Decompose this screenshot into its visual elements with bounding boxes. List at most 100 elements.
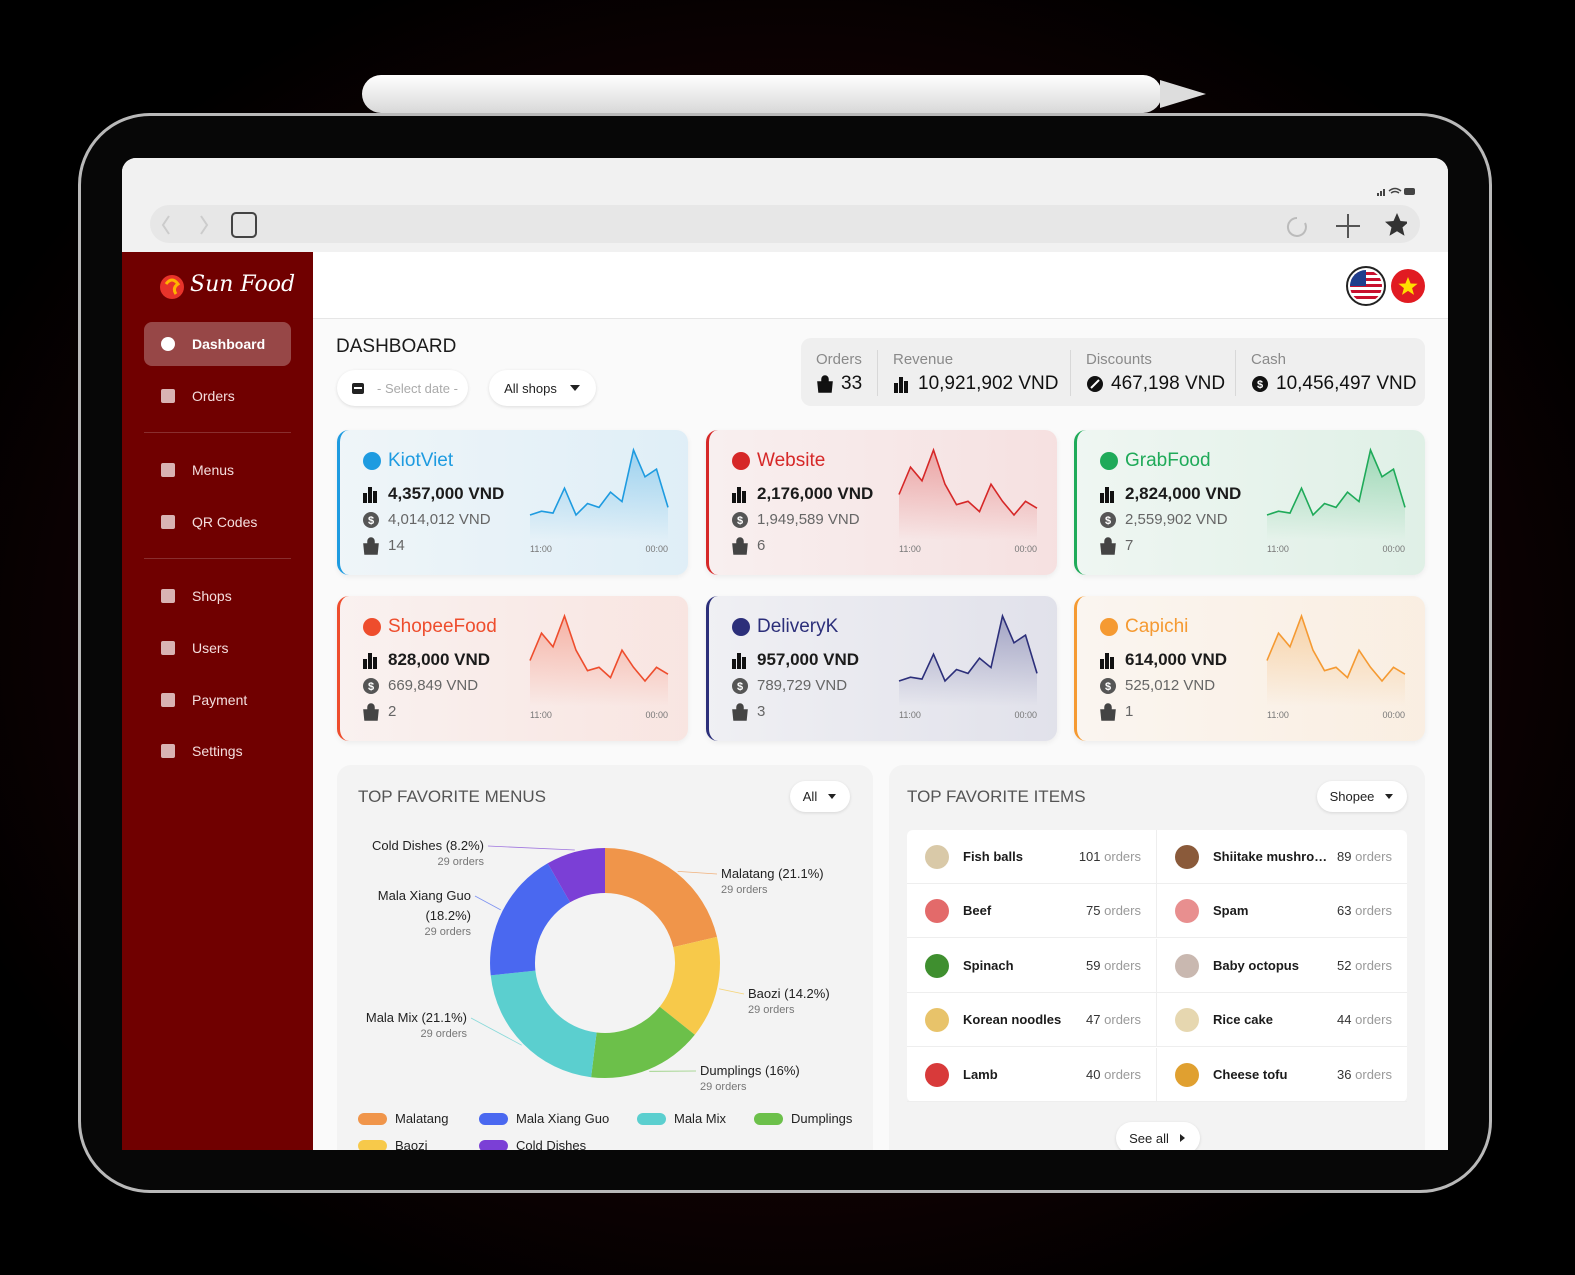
slice-orders: 29 orders (748, 1004, 795, 1016)
legend-swatch (479, 1139, 508, 1150)
channel-net: 525,012 VND (1125, 677, 1216, 694)
sparkline: 11:00 00:00 (898, 447, 1038, 554)
channel-orders: 3 (757, 703, 766, 720)
legend-item: Cold Dishes (479, 1138, 586, 1150)
language-flags[interactable] (1346, 266, 1426, 306)
icon-part (1105, 487, 1109, 503)
icon-part (732, 659, 736, 669)
nav-item[interactable]: Orders (144, 374, 291, 418)
channel-logo (1100, 618, 1118, 636)
menu-filter[interactable]: All (790, 781, 850, 812)
slice-orders: 29 orders (437, 856, 484, 868)
channel-card[interactable]: GrabFood 2,824,000 VND $2,559,902 VND 7 11:0… (1074, 430, 1425, 575)
channel-card[interactable]: DeliveryK 957,000 VND $789,729 VND 3 11:00 00… (706, 596, 1057, 741)
slice-orders: 29 orders (420, 1028, 467, 1040)
channel-card[interactable]: Website 2,176,000 VND $1,949,589 VND 6 11:00… (706, 430, 1057, 575)
slice-label: Cold Dishes (8.2%) 29 orders (354, 836, 484, 868)
nav-item[interactable]: Menus (144, 448, 291, 492)
channel-card[interactable]: ShopeeFood 828,000 VND $669,849 VND 2 11:00 0… (337, 596, 688, 741)
item-count-unit: orders (1104, 957, 1141, 973)
icon-part (742, 657, 746, 669)
nav-item[interactable]: QR Codes (144, 500, 291, 544)
icon-part (1100, 678, 1116, 694)
item-count-value: 101 (1078, 849, 1101, 864)
x-tick-label: 11:00 (1267, 710, 1289, 720)
channel-logo (732, 452, 750, 470)
icon-part (161, 515, 175, 529)
leader-line (470, 1017, 522, 1046)
sparkline-area (899, 450, 1037, 540)
shop-filter[interactable]: All shops (489, 370, 596, 406)
nav-label: Dashboard (192, 336, 266, 352)
icon-part (368, 487, 372, 503)
coin-icon: $ (1100, 678, 1116, 694)
sparkline-line (1266, 447, 1406, 517)
channel-orders: 2 (388, 703, 397, 720)
bars-icon (894, 377, 908, 393)
nav-item[interactable]: Settings (144, 729, 291, 773)
nav-icon (161, 641, 175, 655)
see-all-button[interactable]: See all (1116, 1122, 1200, 1150)
bag-icon (817, 375, 833, 393)
legend-item: Mala Mix (637, 1111, 726, 1126)
channel-card[interactable]: Capichi 614,000 VND $525,012 VND 1 11:00 00:0… (1074, 596, 1425, 741)
item-filter[interactable]: Shopee (1317, 781, 1407, 812)
nav-item[interactable]: Dashboard (144, 322, 291, 366)
browser-actions[interactable] (1277, 210, 1407, 242)
item-count: 59 orders (1086, 958, 1141, 973)
summary-value: 10,921,902 VND (918, 373, 1059, 394)
sparkline-area (530, 450, 668, 540)
nav-label: QR Codes (192, 514, 258, 530)
slice-orders: 29 orders (424, 926, 471, 938)
icon-part (732, 618, 750, 636)
caret (569, 385, 580, 391)
icon-part (363, 659, 367, 669)
bars-icon (1100, 653, 1114, 669)
calendar-icon (352, 383, 364, 394)
item-name: Fish balls (963, 849, 1023, 864)
sparkline-area (899, 616, 1037, 706)
item-name: Spam (1213, 903, 1249, 919)
icon-part (1252, 376, 1268, 392)
nav-buttons[interactable] (157, 210, 267, 240)
item-count-value: 40 (1086, 1066, 1101, 1082)
x-tick-label: 00:00 (645, 710, 668, 720)
donut-slice (659, 936, 720, 1035)
slice-orders: 29 orders (721, 884, 768, 896)
x-tick-label: 00:00 (1014, 710, 1037, 720)
legend-label: Mala Xiang Guo (516, 1111, 610, 1126)
nav-item[interactable]: Shops (144, 574, 291, 618)
icon-part (373, 657, 377, 669)
icon-part: $ (368, 515, 374, 527)
sparkline-line (898, 613, 1038, 683)
legend-swatch (754, 1112, 783, 1125)
channel-orders: 6 (757, 537, 766, 554)
nav-label: Settings (192, 743, 243, 759)
nav-label: Users (192, 640, 229, 656)
item-count-value: 63 (1337, 903, 1352, 919)
item-filter-label: Shopee (1329, 789, 1375, 804)
icon-part (368, 653, 372, 669)
screen: Sun Food Dashboard Orders Menus QR Codes Sho… (122, 158, 1448, 1150)
nav-item[interactable]: Payment (144, 678, 291, 722)
channel-card[interactable]: KiotViet 4,357,000 VND $4,014,012 VND 14 11:… (337, 430, 688, 575)
item-count: 101 orders (1079, 849, 1141, 864)
coin-icon: $ (732, 512, 748, 528)
channel-orders: 7 (1125, 537, 1134, 554)
legend-swatch (479, 1112, 508, 1125)
channel-logo (363, 618, 381, 636)
channel-name: Capichi (1125, 616, 1189, 637)
date-picker[interactable]: - Select date - (337, 370, 468, 406)
icon-part (161, 337, 175, 351)
nav-item[interactable]: Users (144, 626, 291, 670)
nav-label: Menus (192, 462, 235, 478)
browser-bar (122, 158, 1448, 252)
donut-chart (470, 845, 745, 1079)
item-count: 89 orders (1337, 849, 1392, 864)
item-image (1175, 1062, 1199, 1087)
icon-part (1175, 1008, 1199, 1033)
icon-part (161, 463, 175, 477)
legend-label: Dumplings (791, 1111, 853, 1126)
address-bar[interactable] (150, 205, 1420, 243)
caret (828, 794, 837, 799)
